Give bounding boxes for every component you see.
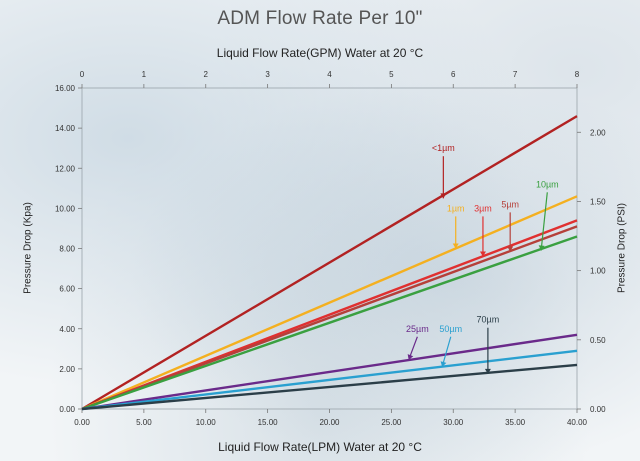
series-label: 70µm bbox=[477, 315, 500, 325]
top-x-tick-label: 7 bbox=[513, 70, 518, 79]
x-tick-label: 5.00 bbox=[136, 418, 152, 427]
series-label: <1µm bbox=[432, 143, 455, 153]
y-tick-label: 10.00 bbox=[55, 204, 76, 213]
y-tick-label: 14.00 bbox=[55, 124, 76, 133]
top-x-tick-label: 3 bbox=[265, 70, 270, 79]
y-tick-label: 6.00 bbox=[59, 285, 75, 294]
x-tick-label: 40.00 bbox=[567, 418, 588, 427]
series-label: 10µm bbox=[536, 179, 559, 189]
x-tick-label: 15.00 bbox=[258, 418, 279, 427]
y-tick-label: 8.00 bbox=[59, 245, 75, 254]
top-x-tick-label: 2 bbox=[204, 70, 209, 79]
series-arrowhead bbox=[452, 243, 459, 249]
y-tick-label: 16.00 bbox=[55, 84, 76, 93]
series-arrow bbox=[540, 192, 548, 251]
series-line bbox=[81, 225, 578, 411]
right-y-tick-label: 0.50 bbox=[590, 336, 606, 345]
x-tick-label: 25.00 bbox=[381, 418, 402, 427]
x-tick-label: 30.00 bbox=[443, 418, 464, 427]
x-axis-label: Liquid Flow Rate(LPM) Water at 20 °C bbox=[218, 440, 422, 454]
y-tick-label: 4.00 bbox=[59, 325, 75, 334]
series-arrowhead bbox=[407, 354, 414, 360]
series-arrowhead bbox=[440, 193, 447, 199]
series-arrowhead bbox=[507, 246, 514, 252]
right-y-tick-label: 1.00 bbox=[590, 267, 606, 276]
series-arrowhead bbox=[538, 245, 545, 251]
series-label: 1µm bbox=[447, 203, 465, 213]
series-line bbox=[81, 333, 578, 411]
y-tick-label: 2.00 bbox=[59, 365, 75, 374]
series-arrowhead bbox=[440, 361, 447, 367]
right-y-tick-label: 1.50 bbox=[590, 197, 606, 206]
series-line bbox=[81, 235, 578, 411]
top-x-tick-label: 6 bbox=[451, 70, 456, 79]
series-label: 25µm bbox=[406, 324, 429, 334]
right-y-tick-label: 2.00 bbox=[590, 128, 606, 137]
series-line bbox=[81, 115, 578, 411]
x-tick-label: 35.00 bbox=[505, 418, 526, 427]
x-tick-label: 20.00 bbox=[319, 418, 340, 427]
top-x-tick-label: 0 bbox=[80, 70, 85, 79]
series-arrowhead bbox=[479, 251, 486, 257]
chart-title: ADM Flow Rate Per 10" bbox=[217, 8, 423, 29]
top-x-tick-label: 8 bbox=[575, 70, 580, 79]
series-label: 50µm bbox=[439, 324, 462, 334]
x-tick-label: 10.00 bbox=[196, 418, 217, 427]
series-arrow bbox=[441, 336, 452, 368]
series-line bbox=[81, 349, 578, 411]
series-arrowhead bbox=[484, 368, 491, 374]
x-tick-label: 0.00 bbox=[74, 418, 90, 427]
top-x-tick-label: 1 bbox=[142, 70, 147, 79]
top-axis-label: Liquid Flow Rate(GPM) Water at 20 °C bbox=[216, 46, 424, 60]
right-y-tick-label: 0.00 bbox=[590, 405, 606, 414]
y-tick-label: 12.00 bbox=[55, 164, 76, 173]
y-tick-label: 0.00 bbox=[59, 405, 75, 414]
series-label: 5µm bbox=[501, 199, 519, 209]
top-x-tick-label: 5 bbox=[389, 70, 394, 79]
series-line bbox=[81, 195, 578, 411]
series-line bbox=[81, 363, 578, 411]
series-label: 3µm bbox=[474, 203, 492, 213]
top-x-tick-label: 4 bbox=[327, 70, 332, 79]
